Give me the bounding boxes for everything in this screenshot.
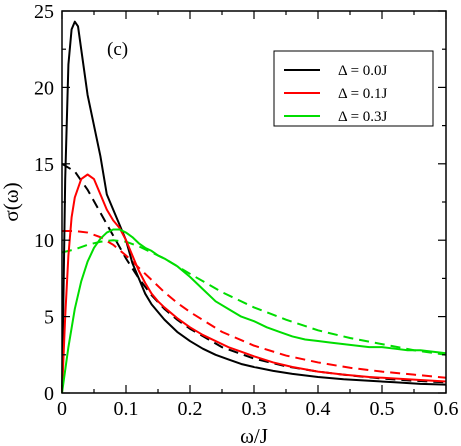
axis-ticks [61, 10, 447, 394]
dashed-curve-1 [62, 230, 447, 379]
legend-label-0: Δ = 0.0J [338, 63, 388, 79]
y-axis-label: σ(ω) [0, 182, 23, 221]
legend-label-2: Δ = 0.3J [338, 109, 388, 125]
panel-label: (c) [107, 39, 128, 60]
y-tick-label: 10 [34, 230, 54, 252]
legend-label-1: Δ = 0.1J [338, 86, 388, 102]
x-tick-label: 0.3 [242, 398, 267, 420]
legend-box [273, 50, 434, 127]
x-tick-label: 0.1 [114, 398, 139, 420]
series-line-1 [61, 173, 447, 394]
y-tick-label: 0 [44, 383, 54, 405]
dashed-curve-0 [61, 162, 447, 384]
series-line-0 [61, 20, 447, 394]
legend: Δ = 0.0J Δ = 0.1J Δ = 0.3J [273, 50, 434, 127]
x-tick-label: 0.5 [370, 398, 395, 420]
y-tick-label: 25 [34, 1, 54, 23]
x-tick-label: 0.4 [306, 398, 331, 420]
y-tick-label: 15 [34, 154, 54, 176]
y-tick-label: 20 [34, 77, 54, 99]
x-tick-label: 0.6 [434, 398, 459, 420]
plot-area [61, 20, 447, 394]
x-tick-label: 0.2 [178, 398, 203, 420]
y-tick-label: 5 [44, 307, 54, 329]
x-tick-label: 0 [57, 398, 67, 420]
axis-tick-labels: 0 0.1 0.2 0.3 0.4 0.5 0.6 0 5 10 15 20 25 [34, 1, 459, 420]
dashed-curve-2 [61, 239, 447, 356]
series-line-2 [61, 228, 447, 394]
x-axis-label: ω/J [240, 424, 268, 446]
